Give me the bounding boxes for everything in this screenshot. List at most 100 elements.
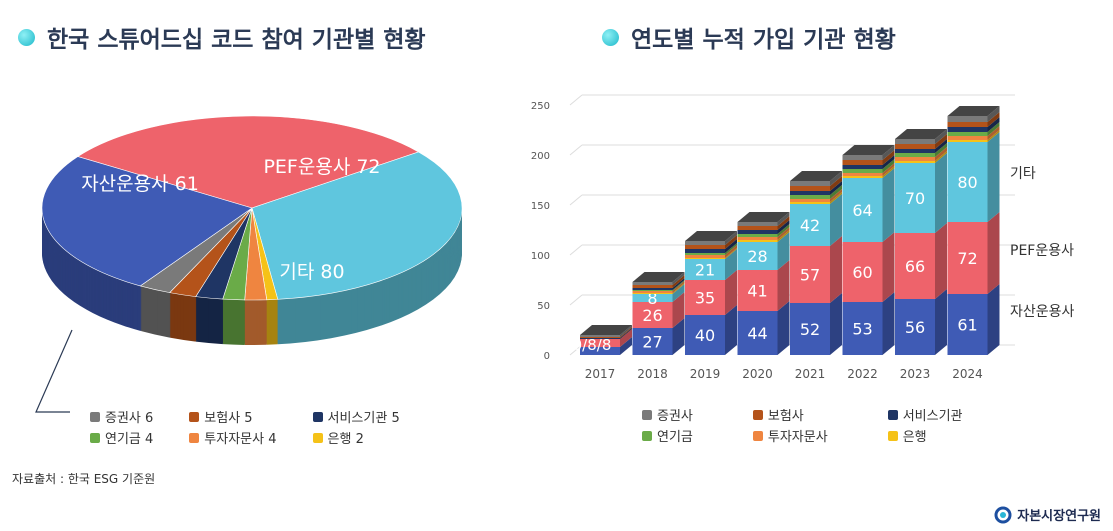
gridline-depth	[569, 94, 583, 106]
bar-segment-side	[830, 189, 842, 202]
logo-icon	[994, 506, 1012, 523]
bar-segment-서비스기관-2023	[895, 149, 935, 153]
bar-segment-연기금-2021	[790, 195, 830, 199]
bar-segment-은행-2022	[842, 176, 883, 178]
bar-segment-side	[725, 235, 737, 249]
bar-segment-side	[777, 260, 790, 311]
bar-segment-증권사-2022	[842, 155, 883, 160]
bar-segment-side	[830, 194, 842, 246]
bar-segment-투자자문사-2018	[632, 291, 673, 293]
bar-segment-side	[672, 292, 685, 328]
bar-segment-보험사-2021	[790, 186, 830, 191]
bar-top	[790, 171, 842, 181]
bar-segment-side	[620, 329, 632, 347]
bar-segment-서비스기관-2018	[632, 288, 673, 290]
bar-value-label: 72	[957, 249, 977, 268]
x-tick-label: 2021	[795, 367, 826, 381]
bar-segment-side	[987, 130, 1000, 142]
bar-segment-side	[725, 305, 737, 355]
bar-segment-증권사-2021	[790, 181, 830, 186]
gridline-depth	[569, 194, 583, 206]
bar-segment-side	[830, 176, 842, 191]
legend-swatch	[752, 409, 763, 420]
legend-swatch	[642, 409, 652, 420]
x-tick-label: 2023	[900, 367, 931, 381]
legend-item: 증권사	[642, 405, 693, 424]
series-side-label: 기타	[1010, 166, 1036, 182]
bar-value-label: 57	[800, 266, 820, 285]
bar-segment-기타-2018	[632, 294, 673, 302]
bar-segment-자산운용사-2017	[580, 347, 620, 355]
legend-item: 투자자문사 4	[189, 428, 277, 447]
legend-label: 연기금 4	[105, 432, 154, 447]
bar-segment-side	[672, 272, 685, 285]
bar-segment-side	[987, 112, 1000, 127]
bar-segment-연기금-2018	[632, 290, 673, 291]
bar-segment-PEF운용사-2018	[632, 302, 673, 328]
bar-segment-side	[935, 134, 947, 149]
bar-value-label-2017: 0/8/8	[573, 336, 612, 354]
bar-segment-자산운용사-2024	[947, 294, 988, 355]
bar-top	[685, 231, 737, 241]
bar-segment-기타-2019	[685, 259, 725, 280]
bar-segment-side	[672, 318, 685, 355]
bar-segment-은행-2019	[685, 258, 725, 259]
bar-segment-PEF운용사-2020	[737, 270, 778, 311]
series-side-label: 자산운용사	[1010, 304, 1075, 320]
bar-value-label: 26	[642, 306, 662, 325]
bar-segment-은행-2020	[737, 240, 778, 242]
bar-segment-보험사-2024	[947, 122, 988, 127]
bar-segment-자산운용사-2021	[790, 303, 830, 355]
bar-segment-연기금-2024	[947, 132, 988, 136]
bar-segment-side	[620, 325, 632, 337]
legend-item: 보험사	[752, 405, 828, 424]
bar-segment-side	[672, 283, 685, 294]
pie-label: 자산운용사 61	[81, 173, 199, 195]
logo-text: 자본시장연구원	[1017, 509, 1101, 524]
bar-segment-side	[882, 150, 895, 165]
gridline-depth	[569, 244, 583, 256]
gridline-depth	[569, 294, 583, 306]
bar-segment-side	[725, 243, 737, 255]
legend-swatch	[189, 411, 200, 422]
legend-swatch	[312, 432, 323, 443]
bar-segment-side	[935, 129, 947, 144]
bar-segment-PEF운용사-2024	[947, 222, 988, 294]
bar-segment-서비스기관-2021	[790, 191, 830, 195]
bar-top	[632, 272, 685, 282]
bar-segment-side	[620, 337, 632, 355]
bar-value-label: 56	[905, 318, 925, 337]
bar-segment-side	[987, 212, 1000, 294]
bar-segment-기타-2022	[842, 178, 883, 242]
legend-swatch	[90, 411, 100, 422]
bar-segment-side	[725, 239, 737, 253]
bar-segment-보험사-2020	[737, 226, 778, 230]
bar-segment-side	[777, 232, 790, 270]
bar-segment-서비스기관-2022	[842, 165, 883, 169]
bar-segment-보험사-2023	[895, 144, 935, 149]
bar-segment-PEF운용사-2017	[580, 339, 620, 347]
bar-segment-은행-2018	[632, 293, 673, 294]
bar-top	[737, 212, 790, 222]
bar-segment-서비스기관-2024	[947, 127, 988, 132]
legend-swatch	[887, 409, 898, 420]
bar-segment-서비스기관-2019	[685, 249, 725, 253]
legend-label: 은행	[902, 430, 927, 445]
bar-segment-side	[725, 245, 737, 258]
bar-value-label: 28	[747, 247, 767, 266]
right-title-text: 연도별 누적 가입 기관 현황	[631, 27, 896, 53]
bar-segment-은행-2021	[790, 202, 830, 204]
pie-slice-기타	[251, 151, 463, 300]
bar-value-label: 21	[695, 261, 715, 280]
legend-label: 보험사	[767, 409, 804, 424]
bar-segment-자산운용사-2023	[895, 299, 935, 355]
legend-swatch	[642, 430, 652, 441]
bar-value-label: 44	[747, 324, 767, 343]
legend-item: 은행 2	[312, 428, 400, 447]
bar-segment-side	[777, 224, 790, 237]
legend-label: 투자자문사 4	[204, 432, 277, 447]
bar-value-label: 61	[957, 316, 977, 335]
bar-value-label: 64	[852, 201, 872, 220]
bar-segment-증권사-2020	[737, 222, 778, 226]
x-tick-label: 2024	[952, 367, 983, 381]
